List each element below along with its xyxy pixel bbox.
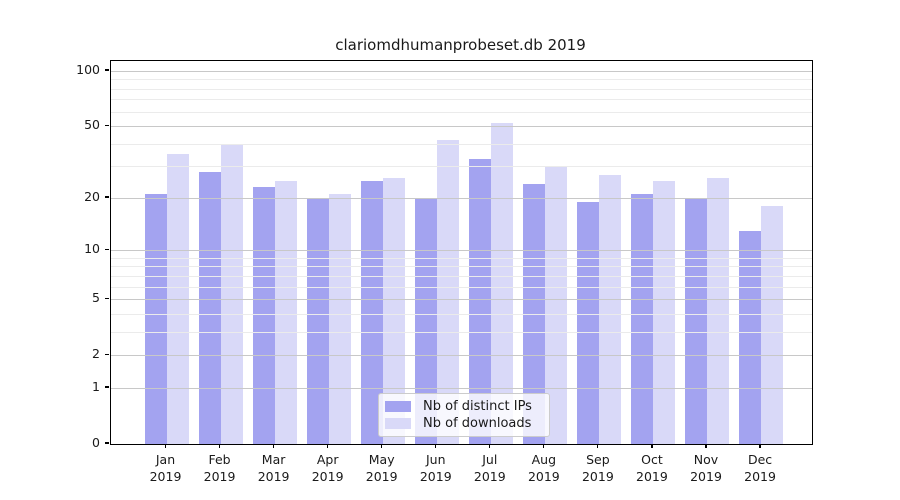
x-tick-mark [164,444,167,448]
y-tick-label: 20 [84,188,100,204]
x-tick-label-jan: Jan 2019 [149,452,182,484]
y-tick-mark [105,69,109,71]
gridline-major [111,70,812,72]
x-tick-label-may: May 2019 [365,452,398,484]
x-tick-mark [543,444,545,448]
gridline-minor [111,313,812,315]
bar-downloads-apr [328,194,351,444]
x-tick-mark [218,444,221,448]
gridline-major [111,197,812,199]
x-tick-label-sep: Sep 2019 [581,452,614,484]
gridline-major [111,126,812,128]
legend-entry-downloads: Nb of downloads [385,416,543,431]
bar-downloads-jun [436,140,459,444]
gridline-minor [111,88,812,90]
bar-distinct-ips-feb [198,171,221,444]
x-tick-mark [651,444,653,448]
x-tick-mark [381,444,383,448]
gridline-minor [111,275,812,277]
gridline-minor [111,111,812,113]
bar-downloads-jul [490,123,513,444]
gridline-minor [111,266,812,268]
x-tick-mark [273,444,275,448]
y-tick-label: 10 [84,241,100,257]
x-tick-label-mar: Mar 2019 [257,452,290,484]
y-tick-mark [105,196,109,198]
x-tick-label-dec: Dec 2019 [744,452,776,484]
x-tick-label-feb: Feb 2019 [203,452,236,484]
legend-swatch-distinct-ips [385,400,411,412]
chart-title: clariomdhumanprobeset.db 2019 [335,36,586,54]
y-tick-mark [105,297,109,299]
x-tick-mark [759,444,761,448]
y-tick-mark [105,386,109,388]
x-tick-label-jun: Jun 2019 [419,452,452,484]
bar-distinct-ips-sep [576,201,599,444]
bar-distinct-ips-nov [685,197,707,444]
y-tick-mark [105,248,109,250]
x-tick-label-jul: Jul 2019 [473,452,506,484]
bar-downloads-aug [544,166,567,444]
bar-distinct-ips-jul [468,159,491,444]
x-tick-label-aug: Aug 2019 [527,452,560,484]
plot-area [110,60,813,445]
y-tick-mark [105,353,109,355]
gridline-minor [111,79,812,81]
x-tick-label-apr: Apr 2019 [311,452,344,484]
bar-downloads-nov [707,177,729,444]
bar-distinct-ips-may [360,180,383,444]
x-tick-mark [435,444,437,448]
gridline-minor [111,99,812,101]
bar-distinct-ips-jan [144,194,167,444]
gridline-minor [111,286,812,288]
bar-distinct-ips-oct [630,194,653,444]
bar-distinct-ips-apr [306,197,329,444]
gridline-minor [111,331,812,333]
y-tick-mark [105,124,109,126]
bar-downloads-may [382,177,405,444]
y-tick-label: 5 [92,290,100,306]
y-tick-label: 0 [92,435,100,450]
y-tick-label: 50 [84,117,100,133]
legend-entry-distinct-ips: Nb of distinct IPs [385,399,543,414]
bar-distinct-ips-dec [739,230,762,444]
gridline-major [111,299,812,301]
y-tick-label: 1 [92,378,100,394]
x-tick-mark [489,444,491,448]
gridline-major [111,355,812,357]
bar-downloads-sep [598,174,621,444]
y-tick-label: 2 [92,346,100,362]
bar-downloads-oct [652,180,675,444]
legend-swatch-downloads [385,418,411,430]
gridline-minor [111,143,812,145]
y-tick-label: 100 [76,61,100,77]
bar-downloads-feb [220,143,243,444]
gridline-major [111,387,812,389]
gridline-major [111,250,812,252]
x-tick-label-nov: Nov 2019 [690,452,722,484]
x-tick-mark [705,444,707,448]
x-tick-mark [597,444,599,448]
gridline-minor [111,166,812,168]
legend-label-distinct-ips: Nb of distinct IPs [423,398,532,414]
bar-downloads-dec [761,206,784,444]
y-tick-mark [105,442,109,444]
x-tick-mark [327,444,329,448]
bar-downloads-mar [274,180,297,444]
gridline-minor [111,257,812,259]
bar-distinct-ips-jun [414,197,437,444]
x-tick-label-oct: Oct 2019 [636,452,668,484]
legend-label-downloads: Nb of downloads [423,416,532,432]
legend: Nb of distinct IPs Nb of downloads [378,393,550,437]
bar-distinct-ips-mar [252,187,275,444]
